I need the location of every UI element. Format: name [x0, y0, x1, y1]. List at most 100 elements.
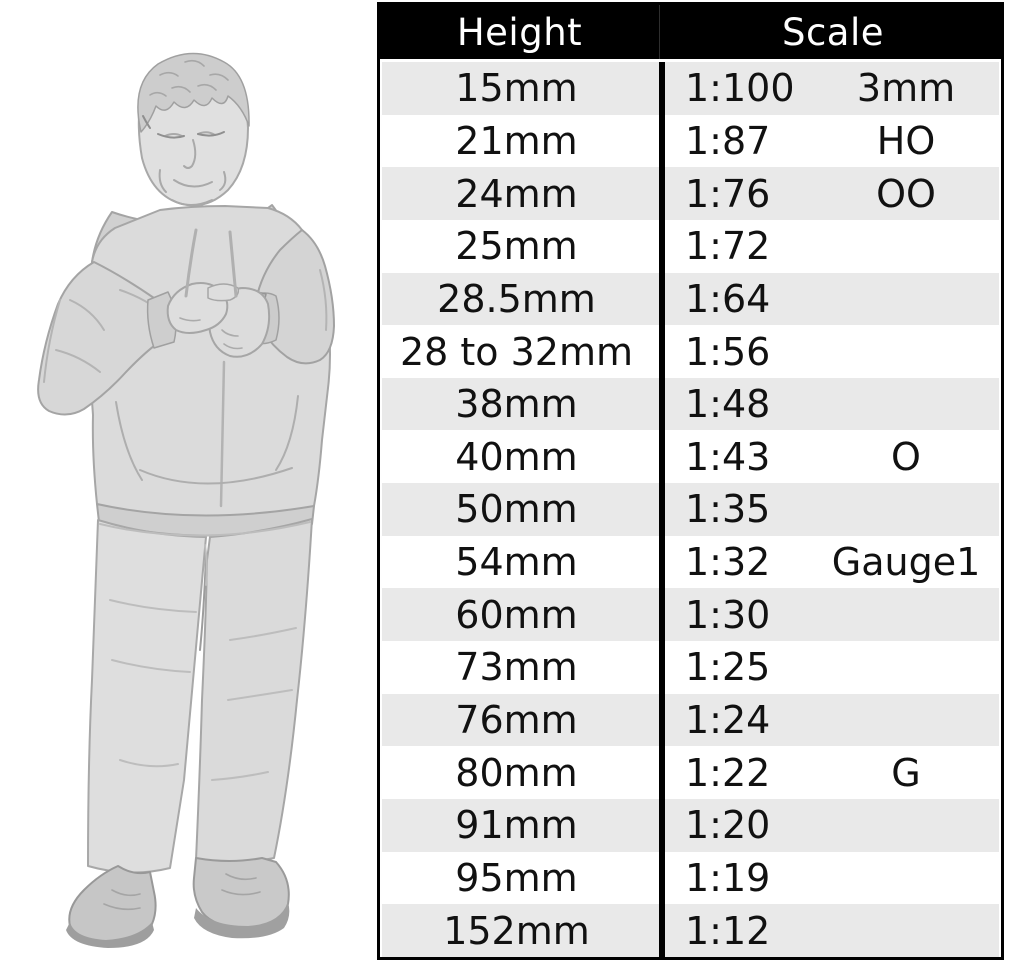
scale-ratio: 1:76 — [685, 171, 771, 216]
scale-ratio: 1:48 — [685, 382, 771, 427]
height-cell: 95mm — [455, 855, 578, 900]
right-shoe — [192, 857, 290, 929]
column-divider — [659, 851, 665, 905]
height-cell: 40mm — [455, 434, 578, 479]
left-leg — [87, 519, 207, 874]
height-cell: 91mm — [382, 798, 659, 852]
column-divider — [659, 219, 665, 273]
height-cell: 80mm — [455, 750, 578, 795]
pocket-lines — [115, 395, 299, 485]
table-row: 40mm 1:43 O — [380, 430, 1001, 484]
table-row: 152mm 1:12 — [380, 904, 1001, 957]
table-row: 80mm 1:22 G — [380, 746, 1001, 799]
column-divider — [659, 798, 665, 852]
column-header-scale: Scale — [781, 10, 885, 54]
scale-cell: 1:43 O — [665, 430, 999, 483]
height-cell: 50mm — [382, 483, 659, 536]
scale-ratio: 1:35 — [685, 487, 771, 532]
table-row: 24mm 1:76 OO — [380, 167, 1001, 220]
scale-ratio: 1:32 — [685, 540, 771, 585]
column-divider — [659, 588, 665, 642]
figure-3d-scan — [0, 0, 376, 962]
column-divider — [659, 535, 665, 589]
gauge-label: OO — [876, 171, 936, 216]
table-row: 54mm 1:32 Gauge1 — [380, 535, 1001, 589]
hair-texture — [149, 59, 229, 97]
gauge-label: O — [891, 434, 921, 479]
jeans-creases — [99, 521, 311, 781]
column-divider — [659, 114, 665, 168]
table-row: 73mm 1:25 — [380, 641, 1001, 694]
table-row: 15mm 1:100 3mm — [380, 62, 1001, 115]
column-divider — [659, 483, 665, 536]
left-sole — [66, 922, 154, 948]
table-row: 28 to 32mm 1:56 — [380, 325, 1001, 378]
height-cell: 21mm — [455, 118, 578, 163]
zipper — [219, 360, 226, 508]
column-divider — [659, 430, 665, 484]
column-divider — [659, 377, 665, 431]
scale-ratio: 1:30 — [685, 592, 771, 637]
column-divider — [659, 746, 665, 799]
scale-ratio: 1:56 — [685, 329, 771, 374]
scale-cell: 1:56 — [665, 325, 999, 378]
drawstrings — [184, 228, 238, 298]
table-row: 28.5mm 1:64 — [380, 272, 1001, 326]
scale-cell: 1:12 — [665, 904, 999, 957]
height-cell: 152mm — [382, 904, 659, 957]
scale-cell: 1:30 — [665, 588, 999, 642]
gauge-label: HO — [876, 118, 936, 163]
shoe-laces — [103, 873, 261, 911]
right-sole — [194, 902, 290, 939]
table-row: 91mm 1:20 — [380, 798, 1001, 852]
scale-ratio: 1:72 — [685, 224, 771, 269]
table-row: 50mm 1:35 — [380, 483, 1001, 536]
scale-table: Height Scale 15mm 1:100 3mm 21mm 1:87 HO… — [377, 2, 1004, 960]
scale-ratio: 1:64 — [685, 276, 771, 321]
scale-ratio: 1:24 — [685, 698, 771, 742]
gauge-label: G — [891, 750, 921, 795]
scale-ratio: 1:100 — [685, 66, 795, 111]
height-cell: 76mm — [382, 693, 659, 747]
scale-ratio: 1:19 — [685, 855, 771, 900]
table-row: 21mm 1:87 HO — [380, 114, 1001, 168]
height-cell: 28 to 32mm — [399, 329, 634, 374]
scale-cell: 1:25 — [665, 641, 999, 694]
table-row: 60mm 1:30 — [380, 588, 1001, 642]
knuckle-lines — [179, 317, 243, 350]
table-row: 95mm 1:19 — [380, 851, 1001, 905]
scale-ratio: 1:43 — [685, 434, 771, 479]
column-divider — [659, 325, 665, 378]
scale-ratio: 1:25 — [685, 645, 771, 690]
height-cell: 54mm — [455, 540, 578, 585]
height-cell: 25mm — [455, 224, 578, 269]
scale-cell: 1:35 — [665, 483, 999, 536]
scale-cell: 1:32 Gauge1 — [665, 536, 999, 589]
glasses — [142, 115, 225, 139]
scale-ratio: 1:20 — [685, 803, 771, 848]
scale-ratio: 1:87 — [685, 118, 771, 163]
scale-cell: 1:72 — [665, 220, 999, 273]
column-divider — [659, 904, 665, 957]
scale-cell: 1:76 OO — [665, 167, 999, 220]
table-row: 76mm 1:24 — [380, 693, 1001, 747]
gauge-label: Gauge1 — [831, 540, 981, 585]
scale-cell: 1:87 HO — [665, 115, 999, 168]
column-divider — [659, 641, 665, 694]
column-header-height: Height — [456, 10, 583, 54]
height-cell: 38mm — [382, 377, 659, 431]
table-row: 38mm 1:48 — [380, 377, 1001, 431]
height-cell: 15mm — [382, 62, 659, 115]
table-body: 15mm 1:100 3mm 21mm 1:87 HO 24mm 1:76 OO… — [380, 59, 1001, 957]
height-cell: 24mm — [382, 167, 659, 220]
column-divider — [659, 272, 665, 326]
scale-cell: 1:48 — [665, 377, 999, 431]
scale-cell: 1:24 — [665, 693, 999, 747]
height-cell: 60mm — [382, 588, 659, 642]
height-cell: 28.5mm — [382, 272, 659, 326]
man-checking-watch-image — [37, 52, 335, 948]
table-header-row: Height Scale — [380, 5, 1001, 59]
scale-cell: 1:19 — [665, 852, 999, 905]
height-cell: 73mm — [455, 645, 578, 690]
